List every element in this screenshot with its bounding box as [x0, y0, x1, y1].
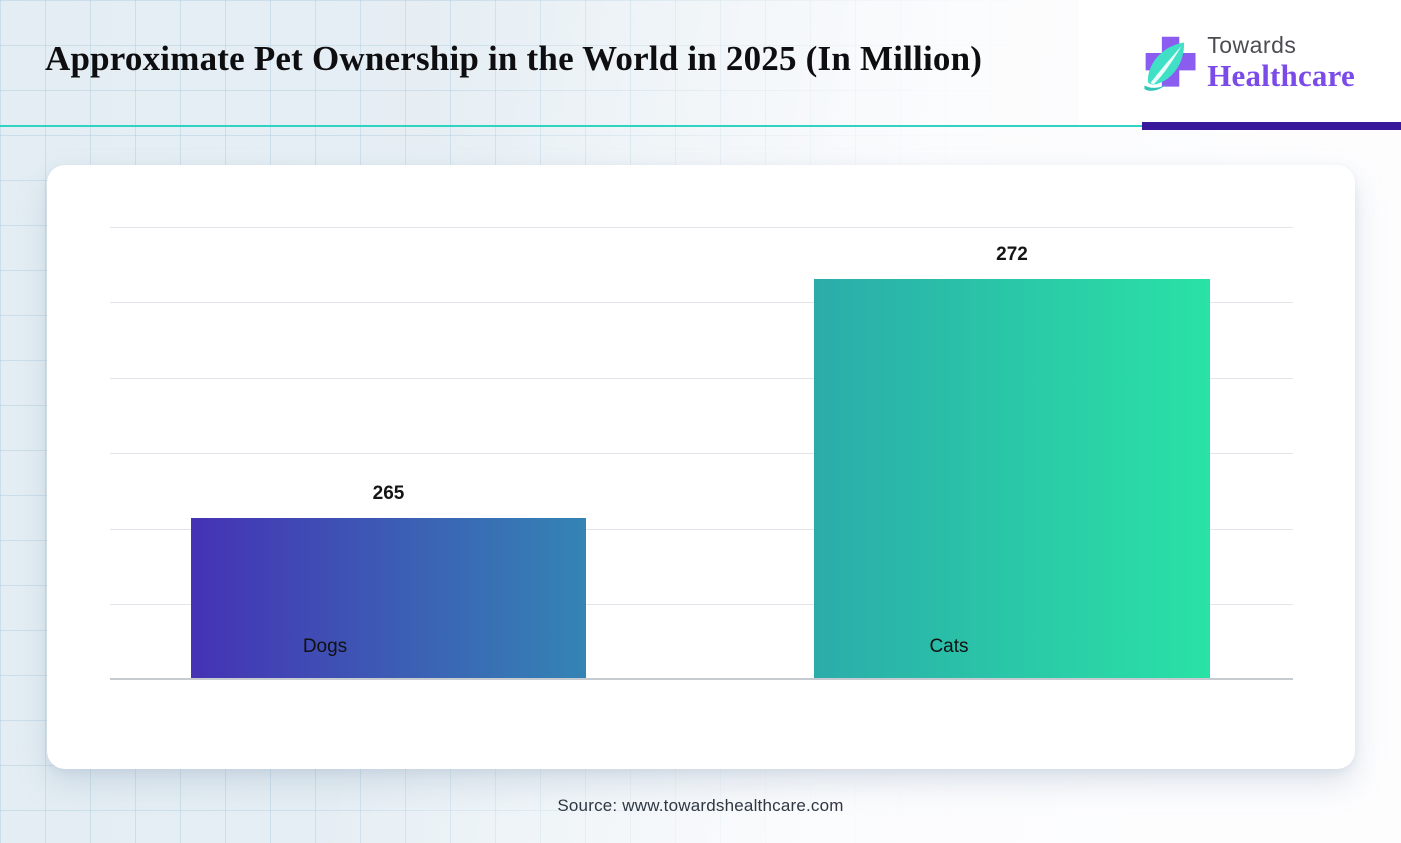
logo-backdrop	[1079, 0, 1401, 125]
x-axis-label-cats: Cats	[929, 636, 969, 657]
logo-text: Towards Healthcare	[1207, 31, 1355, 93]
gridline	[110, 302, 1293, 303]
company-logo: Towards Healthcare	[1141, 30, 1355, 94]
bar-chart-plot-area: 265 272	[110, 227, 1293, 680]
header-divider-teal	[0, 125, 1142, 127]
gridline	[110, 604, 1293, 605]
bar-group-cats: 272	[814, 244, 1210, 678]
gridline	[110, 227, 1293, 228]
healthcare-cross-leaf-icon	[1141, 32, 1199, 96]
source-attribution: Source: www.towardshealthcare.com	[557, 796, 844, 815]
header-divider-purple	[1142, 122, 1401, 130]
bar-value-dogs: 265	[372, 483, 405, 504]
gridline	[110, 453, 1293, 454]
bar-dogs	[191, 518, 586, 678]
page-title: Approximate Pet Ownership in the World i…	[45, 39, 983, 78]
logo-text-towards: Towards	[1207, 31, 1297, 58]
gridline	[110, 529, 1293, 530]
bar-group-dogs: 265	[191, 483, 586, 678]
x-axis-label-dogs: Dogs	[302, 636, 348, 657]
header: Approximate Pet Ownership in the World i…	[0, 0, 1401, 127]
logo-text-healthcare: Healthcare	[1207, 57, 1355, 93]
bar-cats	[814, 279, 1210, 678]
gridline	[110, 378, 1293, 379]
chart-card: 265 272 Dogs Cats	[47, 165, 1355, 769]
bar-value-cats: 272	[996, 244, 1028, 265]
